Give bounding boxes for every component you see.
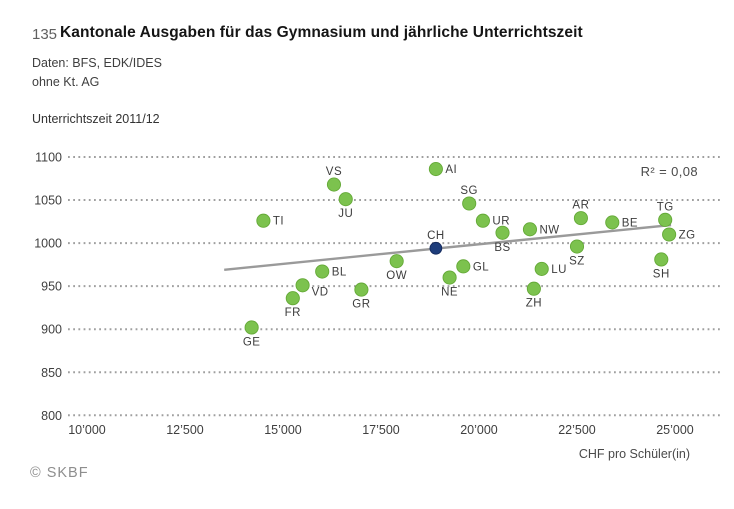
data-point-UR (475, 213, 490, 228)
data-point-label-BE: BE (622, 217, 638, 229)
x-axis-title: CHF pro Schüler(in) (578, 447, 690, 461)
data-point-SZ (569, 239, 585, 254)
data-point-label-SZ: SZ (569, 256, 585, 268)
data-point-label-TI: TI (273, 216, 284, 228)
x-tick-20000: 20’000 (460, 423, 498, 437)
y-axis-title: Unterrichtszeit 2011/12 (32, 112, 160, 126)
data-point-VS (326, 177, 342, 192)
r-squared-annotation: R² = 0,08 (640, 164, 698, 179)
data-point-JU (338, 192, 353, 207)
data-point-TG (658, 212, 673, 227)
data-point-ZG (662, 227, 677, 242)
data-point-label-BL: BL (332, 267, 347, 279)
data-point-GE (244, 320, 259, 335)
data-point-label-VD: VD (312, 286, 329, 298)
y-tick-1050: 1050 (34, 194, 62, 208)
data-point-label-NW: NW (539, 224, 559, 236)
data-point-label-ZG: ZG (679, 229, 696, 241)
figure-number: 135 (32, 26, 58, 43)
data-point-label-BS: BS (494, 242, 510, 254)
data-point-LU (534, 261, 549, 276)
data-point-BE (605, 215, 620, 230)
y-tick-1000: 1000 (34, 237, 62, 251)
data-point-VD (295, 278, 310, 293)
data-point-CH (429, 241, 443, 255)
data-point-BS (495, 225, 510, 240)
copyright-label: © SKBF (30, 465, 89, 481)
data-point-TI (256, 213, 271, 228)
data-point-label-AI: AI (445, 164, 457, 176)
trend-line (224, 223, 672, 271)
data-point-label-ZH: ZH (526, 298, 542, 310)
data-point-label-OW: OW (386, 270, 407, 282)
x-tick-25000: 25’000 (656, 423, 694, 437)
data-point-ZH (526, 281, 541, 296)
x-tick-15000: 15’000 (264, 423, 302, 437)
x-tick-10000: 10’000 (68, 423, 106, 437)
y-tick-1100: 1100 (35, 151, 62, 165)
y-tick-850: 850 (41, 366, 62, 380)
data-point-label-TG: TG (657, 201, 674, 213)
y-tick-950: 950 (41, 280, 62, 294)
data-note: ohne Kt. AG (32, 75, 100, 89)
data-point-label-JU: JU (338, 208, 353, 220)
data-point-BL (315, 264, 330, 279)
data-point-AR (573, 211, 588, 226)
data-point-label-GR: GR (352, 299, 370, 311)
data-point-label-UR: UR (492, 216, 510, 228)
data-point-SG (462, 196, 477, 211)
y-tick-900: 900 (41, 323, 62, 337)
data-point-label-CH: CH (427, 230, 445, 242)
data-point-NW (522, 222, 538, 237)
data-point-label-GL: GL (473, 261, 489, 273)
y-tick-800: 800 (41, 409, 62, 423)
data-point-GR (354, 282, 369, 297)
data-point-label-SG: SG (460, 185, 478, 197)
data-point-label-AR: AR (572, 200, 589, 212)
data-point-label-NE: NE (441, 287, 458, 299)
data-source: Daten: BFS, EDK/IDES (32, 56, 162, 70)
chart-title: Kantonale Ausgaben für das Gymnasium und… (60, 24, 583, 41)
data-point-AI (428, 162, 443, 177)
x-tick-12500: 12’500 (166, 423, 204, 437)
data-point-NE (442, 270, 457, 285)
data-point-SH (654, 252, 669, 267)
data-point-label-VS: VS (326, 166, 342, 178)
data-point-label-SH: SH (653, 268, 670, 280)
x-tick-17500: 17’500 (362, 423, 400, 437)
data-point-label-GE: GE (243, 336, 261, 348)
data-point-OW (389, 254, 404, 269)
data-point-GL (456, 259, 471, 274)
data-point-label-FR: FR (285, 307, 301, 319)
data-point-FR (285, 291, 300, 306)
x-tick-22500: 22’500 (558, 423, 596, 437)
data-point-label-LU: LU (551, 264, 567, 276)
